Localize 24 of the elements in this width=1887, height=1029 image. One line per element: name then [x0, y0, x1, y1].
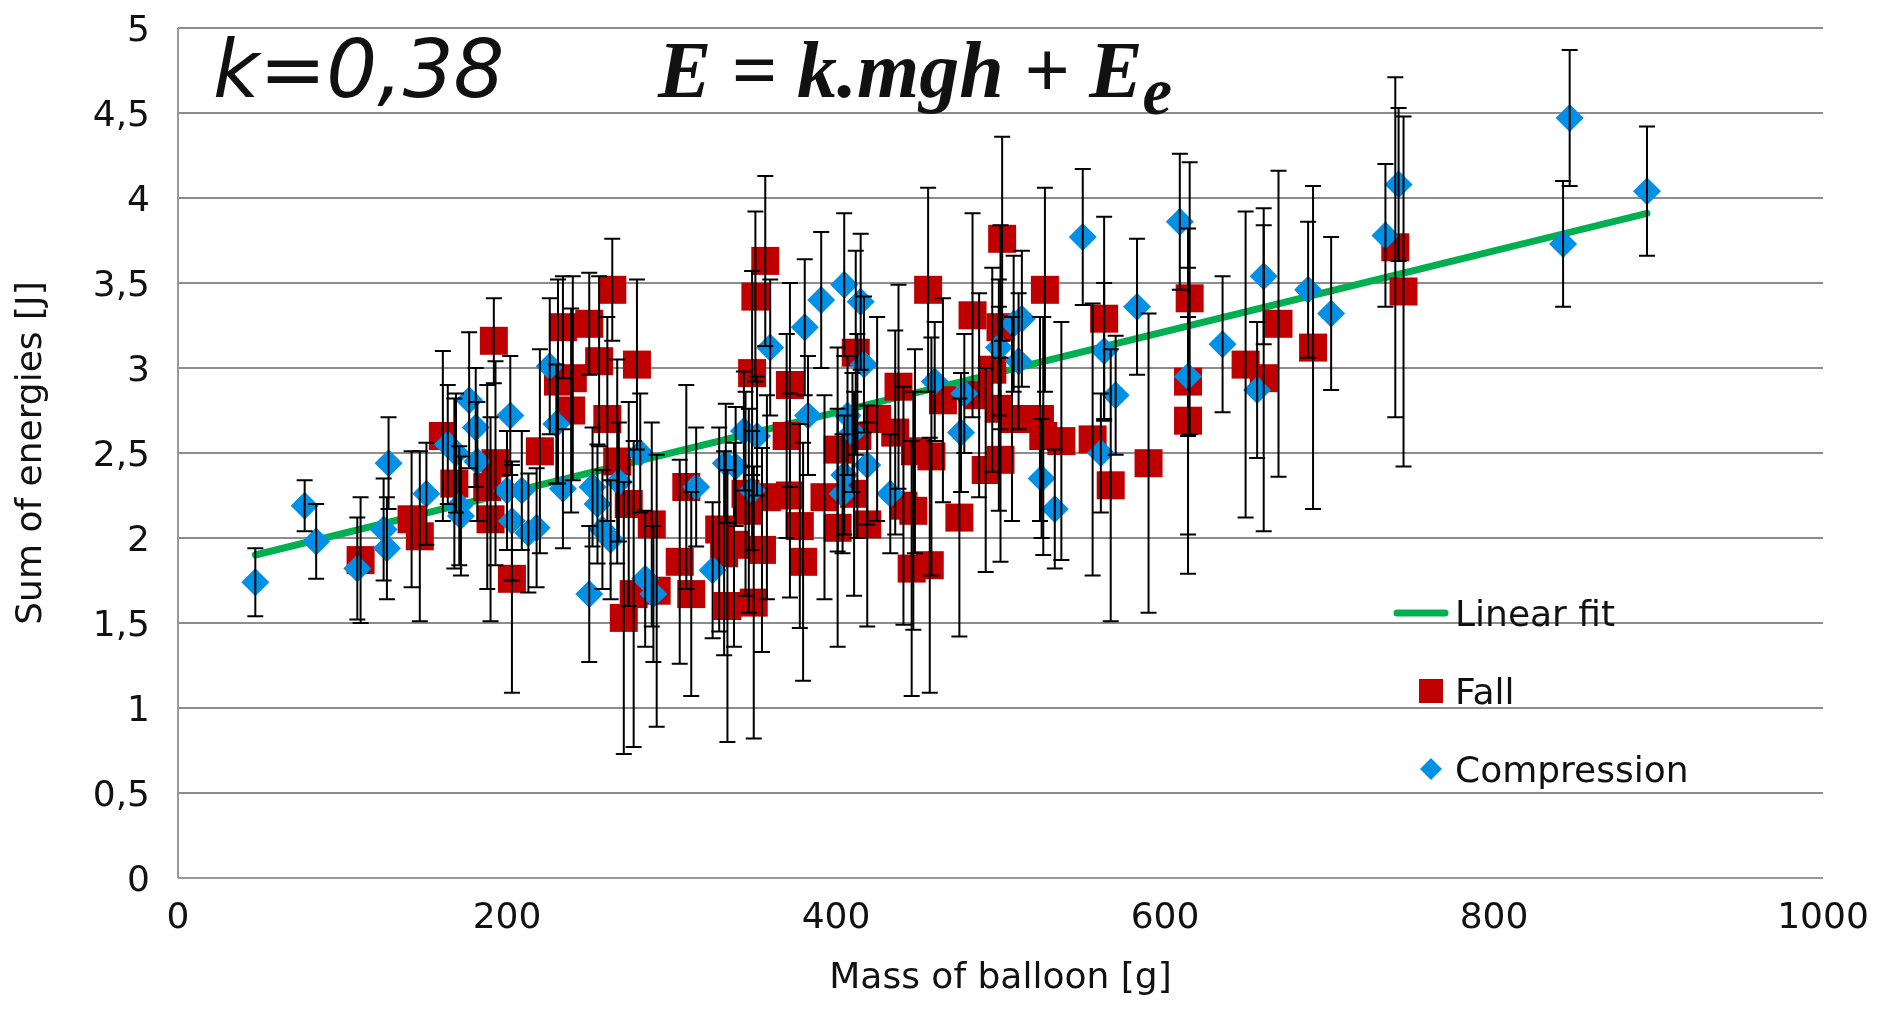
annotation: E = k.mgh + E$_{e}$: [658, 26, 1173, 128]
y-tick-label: 1,5: [92, 602, 150, 644]
y-tick-label: 2: [127, 517, 150, 559]
y-axis-title: Sum of energies [J]: [7, 281, 49, 625]
y-tick-label: 4: [127, 177, 150, 219]
legend-label: Fall: [1455, 670, 1515, 712]
x-tick-label: 600: [1130, 894, 1200, 936]
x-tick-label: 1000: [1777, 894, 1869, 936]
x-axis-title: Mass of balloon [g]: [829, 955, 1172, 996]
x-tick-label: 0: [166, 894, 190, 936]
y-tick-label: 2,5: [92, 432, 150, 474]
x-tick-label: 400: [801, 894, 871, 936]
y-tick-label: 4,5: [92, 92, 150, 134]
y-tick-label: 1: [127, 687, 150, 729]
x-tick-label: 200: [472, 894, 542, 936]
y-tick-label: 3,5: [92, 262, 150, 304]
x-tick-label: 800: [1459, 894, 1529, 936]
y-tick-label: 0,5: [92, 772, 150, 814]
legend-label: Linear fit: [1455, 592, 1616, 634]
annotation: k=0,38: [213, 23, 505, 116]
y-tick-label: 3: [127, 347, 150, 389]
y-tick-label: 0: [127, 857, 150, 899]
y-tick-label: 5: [127, 7, 150, 49]
legend-label: Compression: [1455, 748, 1689, 790]
